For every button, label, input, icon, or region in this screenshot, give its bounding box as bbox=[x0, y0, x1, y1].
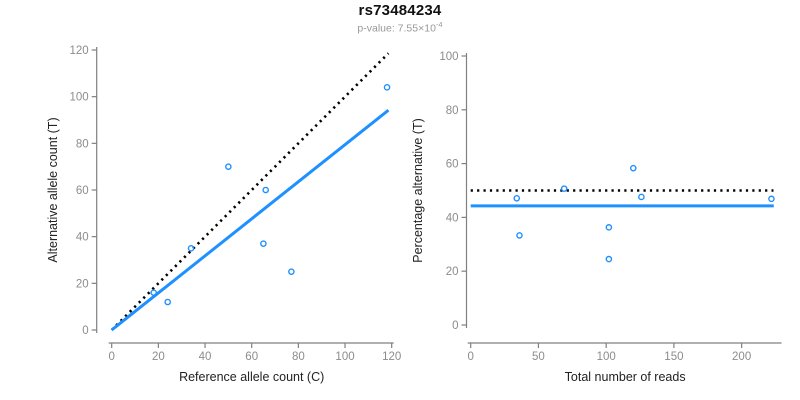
x-tick-label: 100 bbox=[597, 351, 616, 363]
y-tick-label: 80 bbox=[446, 105, 459, 117]
identity-line bbox=[110, 52, 390, 331]
data-point bbox=[150, 289, 157, 296]
y-tick-label: 20 bbox=[76, 278, 89, 290]
y-axis-label: Alternative allele count (T) bbox=[46, 117, 60, 262]
y-tick-label: 80 bbox=[76, 138, 89, 150]
figure-header: rs73484234 p-value: 7.55×10-4 bbox=[0, 2, 800, 35]
regression-line bbox=[110, 109, 390, 332]
data-point bbox=[605, 224, 613, 231]
data-point bbox=[513, 195, 521, 202]
left-plot: 0 20 40 60 80 100 120 0 20 40 60 80 100 120 Reference … bbox=[46, 45, 401, 384]
x-tick-label: 0 bbox=[108, 351, 114, 363]
x-tick-label: 20 bbox=[152, 351, 165, 363]
data-point bbox=[260, 240, 267, 247]
p-value-text: p-value: 7.55×10 bbox=[357, 22, 436, 35]
p-value-exponent: -4 bbox=[435, 20, 443, 29]
x-tick-label: 80 bbox=[292, 351, 305, 363]
x-tick-label: 60 bbox=[245, 351, 258, 363]
x-tick-label: 0 bbox=[467, 351, 473, 363]
x-axis-label: Reference allele count (C) bbox=[179, 370, 324, 384]
data-point bbox=[605, 255, 613, 263]
data-point bbox=[516, 232, 523, 239]
x-tick-label: 100 bbox=[335, 351, 354, 363]
data-point bbox=[262, 186, 269, 194]
y-tick-label: 40 bbox=[76, 232, 89, 244]
y-tick-label: 100 bbox=[439, 51, 458, 63]
figure-subtitle: p-value: 7.55×10-4 bbox=[0, 20, 800, 35]
figure-title: rs73484234 bbox=[358, 2, 442, 19]
data-point bbox=[225, 163, 232, 170]
data-point bbox=[164, 298, 171, 306]
data-point bbox=[768, 195, 775, 203]
x-tick-label: 40 bbox=[199, 351, 212, 363]
x-tick-label: 50 bbox=[532, 351, 545, 363]
y-tick-label: 20 bbox=[446, 266, 459, 278]
data-point bbox=[629, 164, 637, 172]
data-point bbox=[288, 268, 295, 275]
x-axis-label: Total number of reads bbox=[565, 370, 686, 384]
y-tick-label: 40 bbox=[446, 212, 459, 224]
x-tick-label: 120 bbox=[382, 351, 401, 363]
x-tick-label: 200 bbox=[732, 351, 751, 363]
y-axis-label: Percentage alternative (T) bbox=[411, 118, 425, 263]
y-tick-label: 100 bbox=[70, 92, 89, 104]
data-point bbox=[187, 245, 195, 252]
data-point bbox=[638, 193, 645, 201]
y-tick-label: 60 bbox=[446, 159, 459, 171]
data-point bbox=[383, 84, 391, 91]
y-tick-label: 0 bbox=[82, 325, 88, 337]
right-plot: 0 50 100 150 200 0 20 40 60 80 100 Total number of … bbox=[411, 51, 782, 384]
data-point bbox=[560, 185, 568, 192]
x-tick-label: 150 bbox=[664, 351, 683, 363]
y-tick-label: 120 bbox=[70, 45, 89, 57]
y-tick-label: 60 bbox=[76, 185, 89, 197]
y-tick-label: 0 bbox=[452, 320, 458, 332]
